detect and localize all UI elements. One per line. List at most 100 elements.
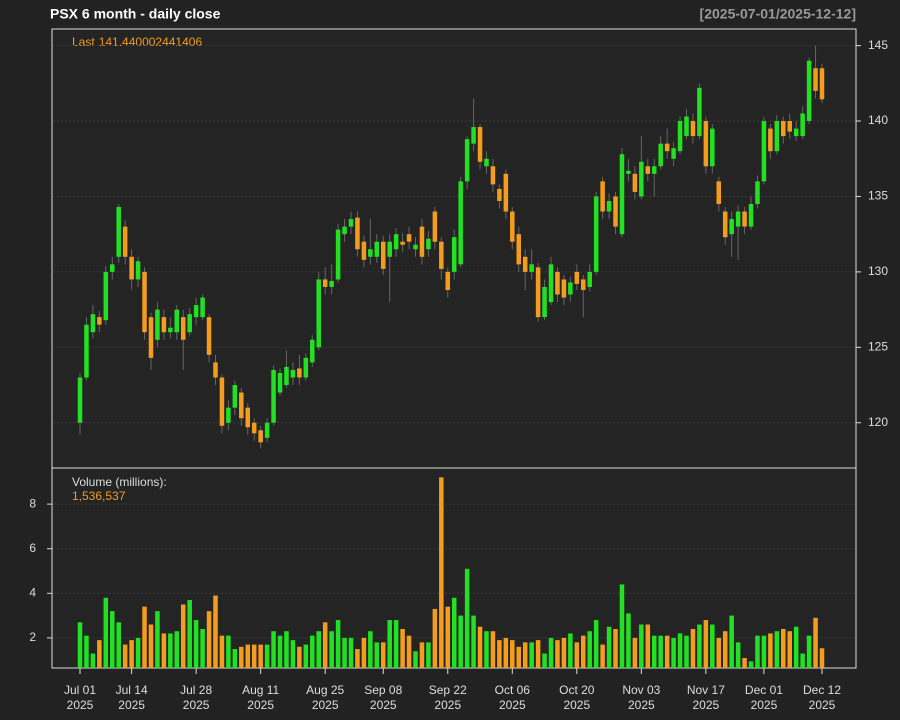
volume-bar: [490, 631, 496, 668]
candle-body: [613, 196, 618, 227]
chart-title: PSX 6 month - daily close: [50, 6, 221, 22]
volume-bar: [503, 637, 509, 668]
volume-bar: [142, 606, 147, 668]
volume-bar: [155, 611, 160, 668]
volume-bar: [774, 631, 780, 668]
volume-bar: [400, 628, 405, 668]
volume-bar: [419, 642, 425, 668]
candle-body: [426, 238, 431, 250]
volume-bar: [84, 635, 89, 668]
candle-body: [432, 211, 438, 242]
candle-body: [697, 87, 702, 137]
volume-bar: [148, 624, 154, 668]
candle-body: [703, 121, 709, 167]
candle-body: [297, 368, 302, 378]
y-tick-label: 2: [29, 630, 36, 644]
candle-body: [490, 166, 496, 185]
volume-bar: [303, 644, 309, 668]
candle-body: [806, 60, 812, 122]
candle-body: [529, 264, 534, 272]
candle-body: [742, 211, 747, 227]
candle-body: [187, 314, 192, 333]
volume-bar: [368, 631, 373, 668]
candle-body: [110, 264, 115, 272]
x-tick-year: 2025: [628, 698, 655, 712]
x-tick-label: Nov 17: [687, 683, 725, 697]
volume-bar: [716, 637, 722, 668]
candle-body: [774, 121, 780, 152]
volume-bar: [342, 637, 347, 668]
volume-bar: [187, 599, 192, 668]
candle-body: [142, 271, 147, 333]
candle-body: [264, 422, 270, 438]
candle-body: [690, 121, 696, 137]
y-tick-label: 4: [29, 585, 36, 599]
volume-bar: [477, 626, 483, 668]
candle-body: [716, 181, 722, 204]
volume-bar: [677, 633, 683, 668]
candle-body: [84, 324, 89, 378]
candle-body: [271, 369, 276, 423]
volume-bar: [129, 640, 134, 668]
candle-body: [303, 357, 309, 378]
x-tick-year: 2025: [693, 698, 720, 712]
candle-body: [768, 128, 773, 152]
volume-bar: [593, 620, 599, 668]
volume-bar: [529, 642, 534, 668]
x-tick-label: Aug 11: [242, 683, 279, 697]
volume-bar: [703, 620, 709, 668]
volume-bar: [748, 661, 754, 668]
candle-body: [664, 143, 670, 152]
x-tick-year: 2025: [312, 698, 339, 712]
volume-bar: [510, 640, 515, 668]
volume-bar: [690, 628, 696, 668]
candle-body: [129, 256, 134, 280]
candle-body: [722, 211, 728, 238]
candle-body: [322, 279, 328, 287]
volume-bar: [819, 648, 825, 668]
candle-body: [232, 385, 238, 408]
volume-bar: [316, 631, 321, 668]
candle-body: [535, 267, 541, 318]
volume-bar: [561, 637, 567, 668]
candle-body: [387, 241, 392, 257]
volume-bar: [548, 637, 554, 668]
volume-bar: [606, 626, 612, 668]
candle-body: [606, 200, 612, 212]
candle-body: [213, 362, 218, 378]
candle-body: [522, 256, 528, 272]
candle-body: [206, 317, 212, 355]
volume-bar: [426, 642, 431, 668]
candle-body: [568, 282, 573, 295]
last-prefix: Last: [72, 35, 95, 49]
candle-body: [348, 219, 354, 227]
volume-bar: [768, 633, 773, 668]
candle-body: [574, 271, 580, 284]
volume-bar: [180, 604, 186, 668]
candle-body: [342, 226, 347, 235]
candle-body: [445, 271, 451, 290]
candle-body: [451, 237, 457, 272]
x-tick-label: Jul 28: [180, 683, 212, 697]
candle-body: [581, 279, 586, 290]
volume-bar: [574, 642, 580, 668]
volume-title: Volume (millions):: [72, 475, 167, 489]
volume-bar: [626, 613, 631, 668]
candle-body: [593, 196, 599, 272]
date-range: [2025-07-01/2025-12-12]: [700, 6, 856, 22]
volume-bar: [658, 635, 663, 668]
volume-bar: [380, 642, 386, 668]
x-tick-year: 2025: [434, 698, 461, 712]
volume-bar: [787, 631, 792, 668]
candle-body: [419, 226, 425, 257]
candle-body: [329, 280, 334, 287]
volume-bar: [103, 597, 109, 668]
volume-bar: [671, 637, 676, 668]
volume-bar: [516, 646, 522, 668]
candle-body: [290, 369, 296, 378]
volume-bar: [168, 633, 173, 668]
x-tick-year: 2025: [67, 698, 94, 712]
volume-bar: [122, 644, 128, 668]
volume-bar: [542, 653, 547, 668]
y-tick-label: 125: [868, 339, 888, 353]
